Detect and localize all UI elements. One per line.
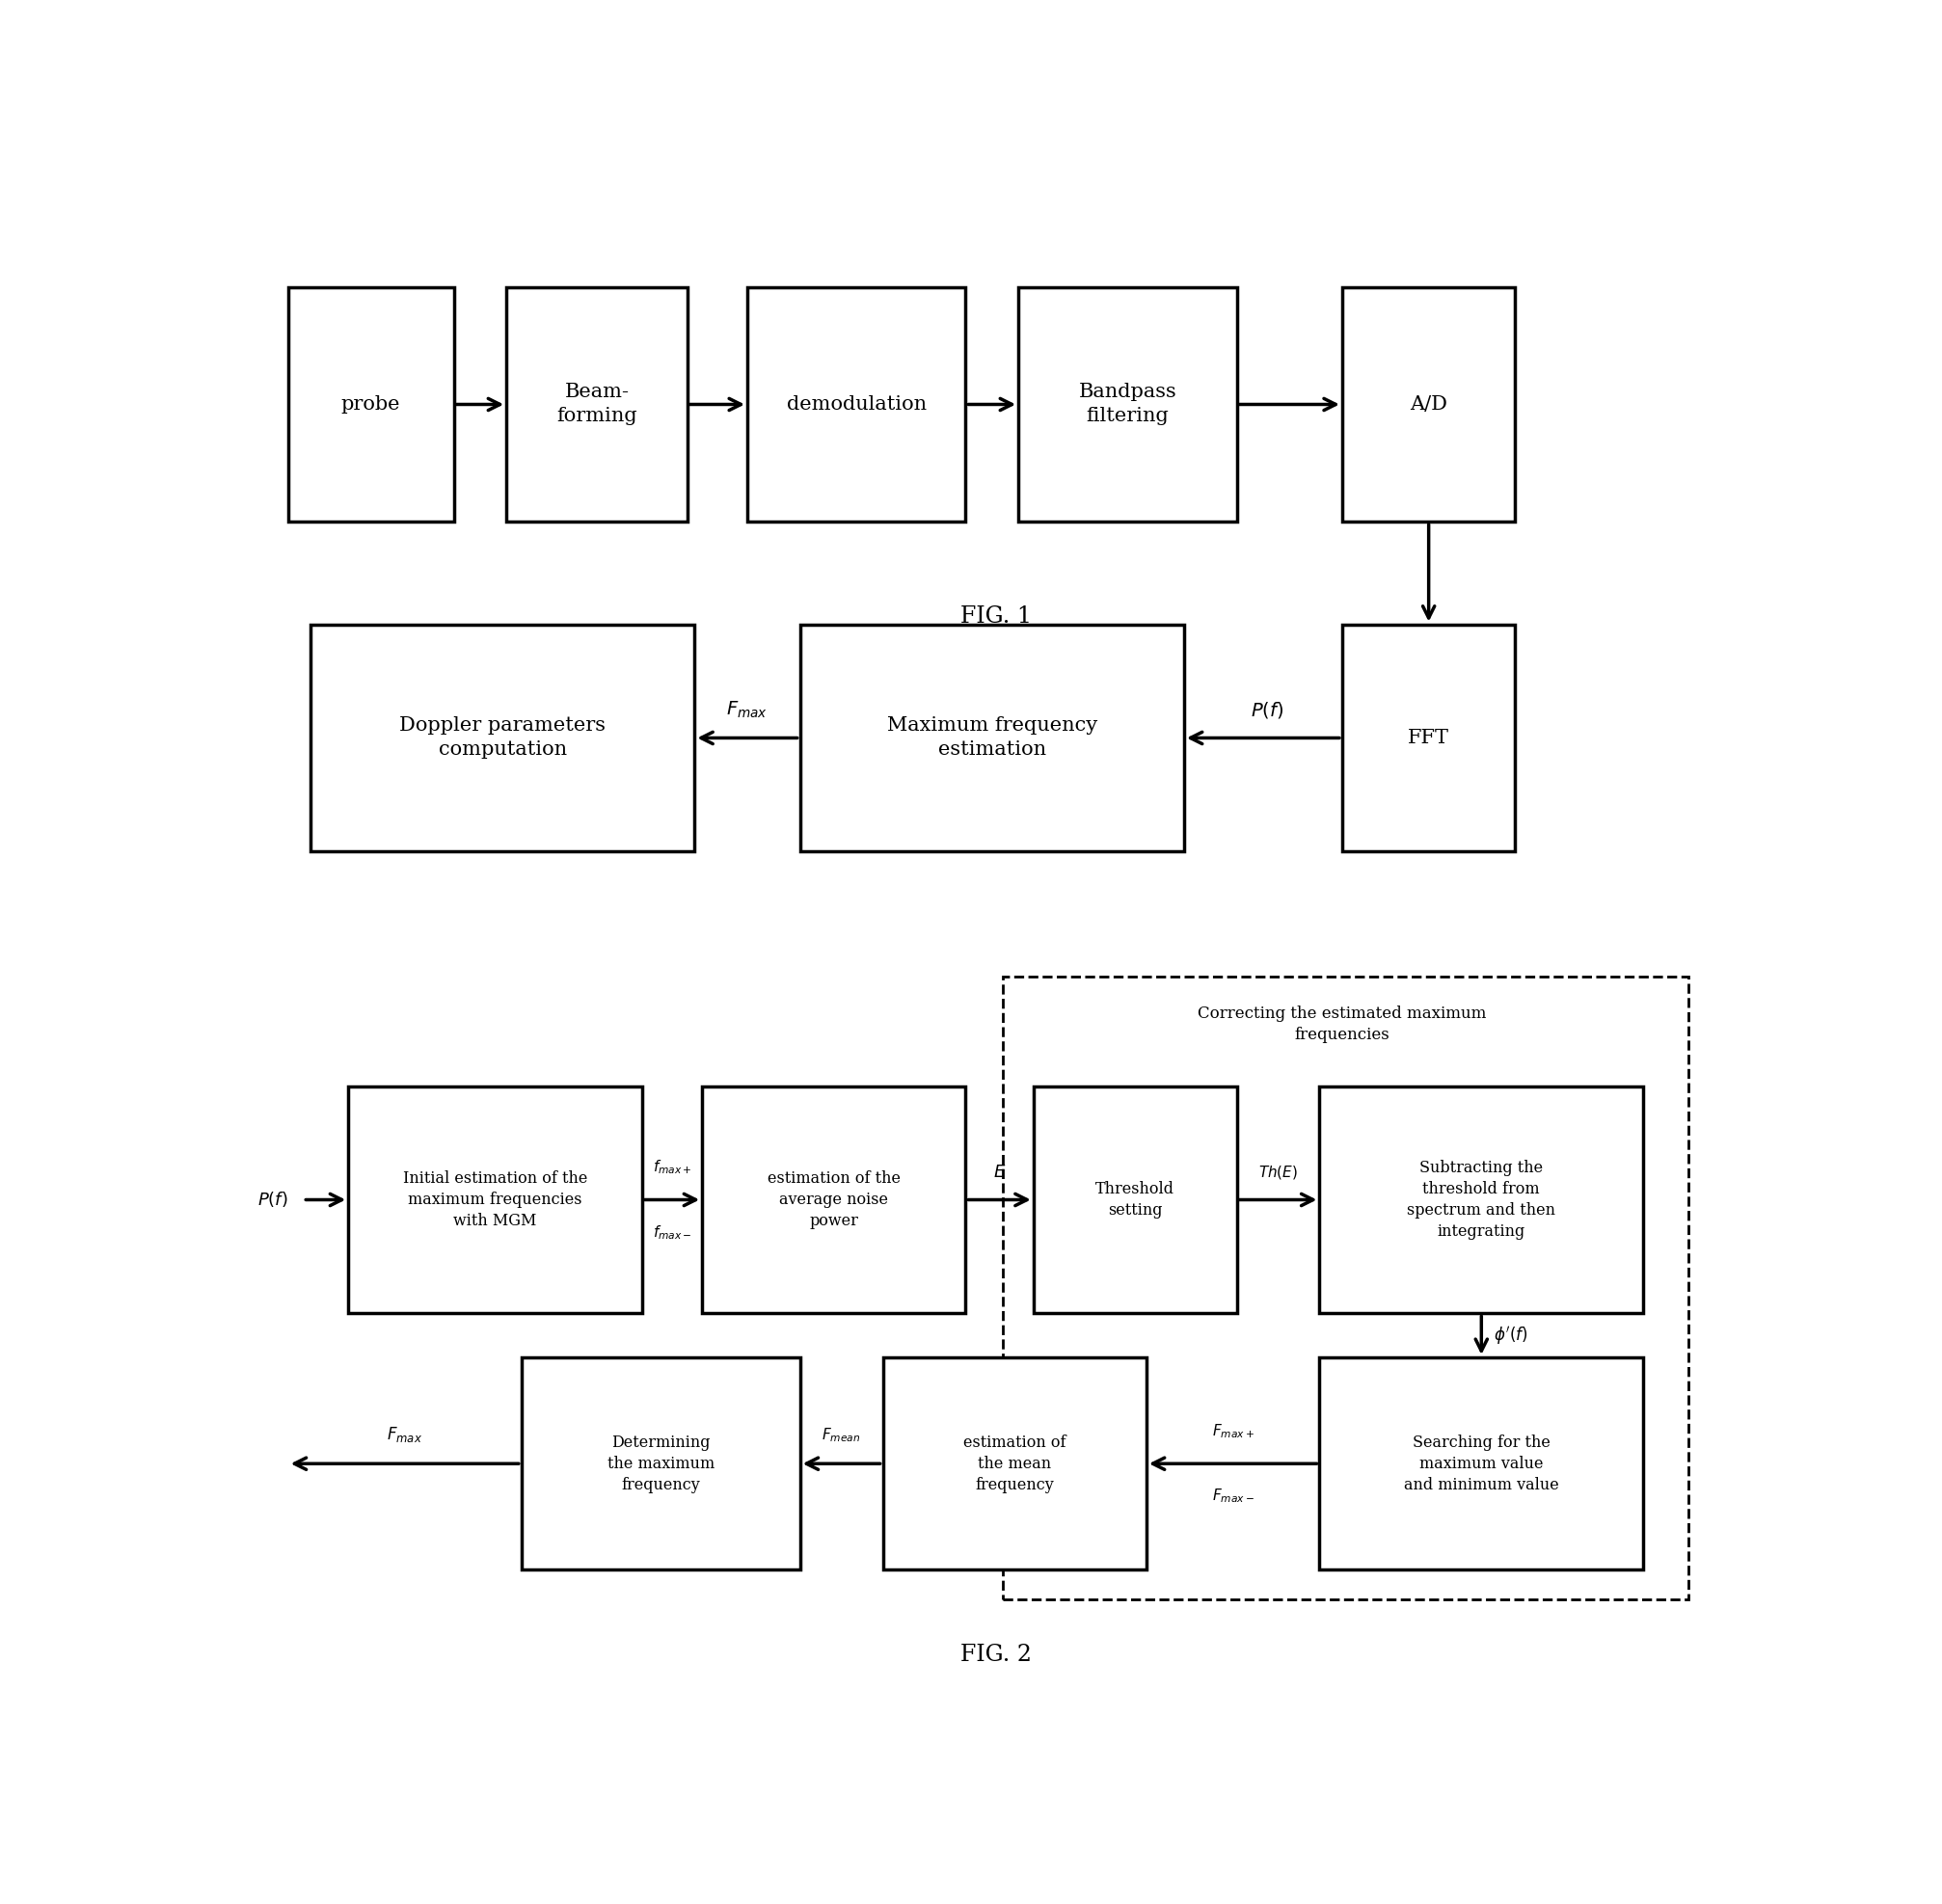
Bar — [1342, 288, 1515, 522]
Text: $F_{mean}$: $F_{mean}$ — [821, 1426, 860, 1445]
Text: $f_{max+}$: $f_{max+}$ — [653, 1158, 691, 1177]
Text: FIG. 2: FIG. 2 — [959, 1643, 1031, 1666]
Bar — [507, 288, 687, 522]
Text: estimation of
the mean
frequency: estimation of the mean frequency — [963, 1434, 1066, 1493]
Text: $F_{max}$: $F_{max}$ — [726, 701, 767, 720]
Bar — [348, 1085, 641, 1314]
Bar — [1002, 977, 1688, 1599]
Text: Initial estimation of the
maximum frequencies
with MGM: Initial estimation of the maximum freque… — [402, 1171, 586, 1230]
Bar — [1319, 1085, 1643, 1314]
Text: $P(f)$: $P(f)$ — [258, 1190, 287, 1209]
Text: demodulation: demodulation — [787, 396, 926, 413]
Text: $F_{max-}$: $F_{max-}$ — [1212, 1487, 1253, 1506]
Text: $f_{max-}$: $f_{max-}$ — [653, 1222, 691, 1241]
Bar — [882, 1358, 1146, 1571]
Bar — [311, 625, 695, 851]
Text: Bandpass
filtering: Bandpass filtering — [1078, 383, 1177, 426]
Bar — [800, 625, 1183, 851]
Text: FIG. 1: FIG. 1 — [959, 605, 1031, 628]
Text: probe: probe — [342, 396, 400, 413]
Bar — [1018, 288, 1237, 522]
Text: $\phi'(f)$: $\phi'(f)$ — [1493, 1325, 1526, 1346]
Text: $E$: $E$ — [992, 1163, 1006, 1180]
Bar — [1342, 625, 1515, 851]
Bar — [520, 1358, 800, 1571]
Text: estimation of the
average noise
power: estimation of the average noise power — [767, 1171, 899, 1230]
Text: Threshold
setting: Threshold setting — [1095, 1180, 1175, 1219]
Text: FFT: FFT — [1408, 729, 1449, 746]
Text: Correcting the estimated maximum
frequencies: Correcting the estimated maximum frequen… — [1196, 1005, 1486, 1043]
Text: Subtracting the
threshold from
spectrum and then
integrating: Subtracting the threshold from spectrum … — [1406, 1160, 1556, 1240]
Text: $Th(E)$: $Th(E)$ — [1258, 1163, 1297, 1180]
Text: $P(f)$: $P(f)$ — [1251, 701, 1282, 720]
Text: Beam-
forming: Beam- forming — [555, 383, 637, 426]
Text: $F_{max}$: $F_{max}$ — [386, 1426, 421, 1445]
Bar — [1033, 1085, 1237, 1314]
Text: Doppler parameters
computation: Doppler parameters computation — [400, 716, 606, 760]
Bar — [701, 1085, 965, 1314]
Bar — [287, 288, 454, 522]
Text: Maximum frequency
estimation: Maximum frequency estimation — [886, 716, 1097, 760]
Text: Determining
the maximum
frequency: Determining the maximum frequency — [606, 1434, 715, 1493]
Text: $F_{max+}$: $F_{max+}$ — [1212, 1422, 1253, 1439]
Text: A/D: A/D — [1410, 396, 1447, 413]
Bar — [748, 288, 965, 522]
Bar — [1319, 1358, 1643, 1571]
Text: Searching for the
maximum value
and minimum value: Searching for the maximum value and mini… — [1404, 1434, 1557, 1493]
